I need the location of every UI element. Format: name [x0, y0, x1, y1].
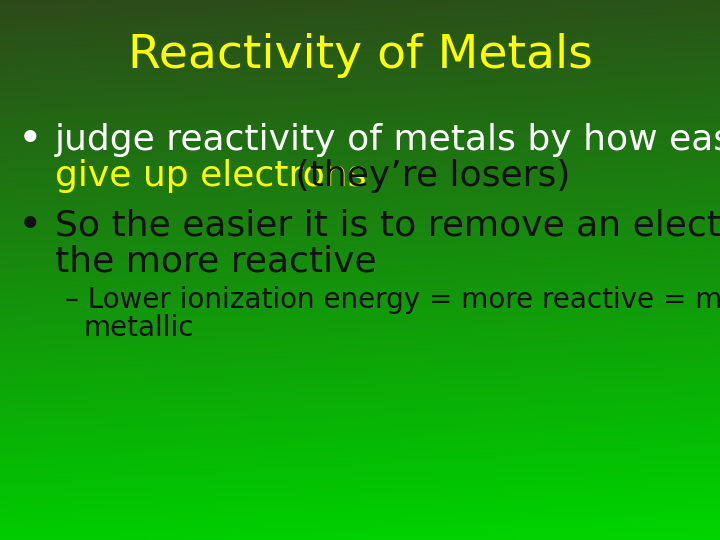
Text: So the easier it is to remove an electron: So the easier it is to remove an electro… — [55, 209, 720, 243]
Text: •: • — [18, 205, 42, 247]
Text: the more reactive: the more reactive — [55, 245, 377, 279]
Text: judge reactivity of metals by how easily: judge reactivity of metals by how easily — [55, 123, 720, 157]
Text: •: • — [18, 119, 42, 161]
Text: Reactivity of Metals: Reactivity of Metals — [127, 32, 593, 78]
Text: (they’re losers): (they’re losers) — [284, 159, 571, 193]
Text: metallic: metallic — [83, 314, 194, 342]
Text: – Lower ionization energy = more reactive = more: – Lower ionization energy = more reactiv… — [65, 286, 720, 314]
Text: give up electrons: give up electrons — [55, 159, 366, 193]
